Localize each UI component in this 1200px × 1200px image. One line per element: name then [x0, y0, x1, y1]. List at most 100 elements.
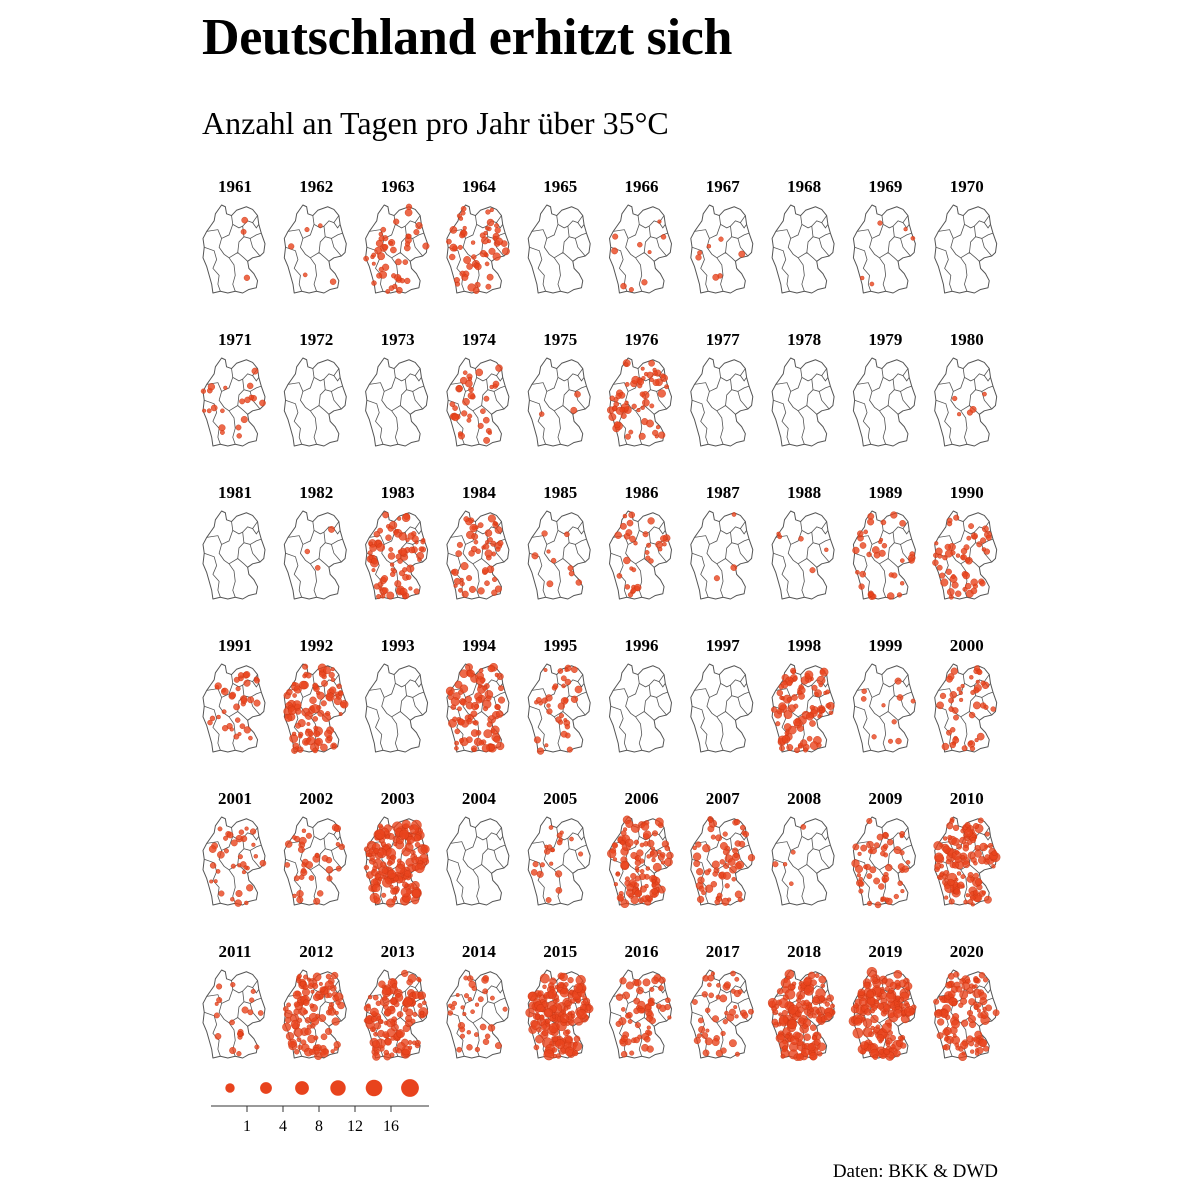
- map-panel-1964: 1964: [446, 177, 510, 294]
- heat-dot: [851, 859, 860, 868]
- heat-dot: [904, 1002, 911, 1009]
- heat-dot: [325, 866, 334, 874]
- heat-dot: [900, 581, 905, 586]
- heat-dot: [958, 1002, 964, 1008]
- state-border: [900, 391, 911, 410]
- heat-dot: [241, 869, 247, 875]
- heat-dot: [484, 690, 494, 699]
- heat-dot: [319, 1048, 329, 1058]
- heat-dot: [496, 741, 505, 751]
- legend-dot: [225, 1083, 235, 1093]
- state-border: [448, 246, 465, 292]
- heat-dot: [396, 1029, 405, 1039]
- heat-dot: [401, 969, 409, 978]
- heat-dot: [979, 842, 988, 852]
- heat-dot: [466, 263, 473, 270]
- heat-dot: [451, 568, 459, 576]
- heat-dot: [389, 997, 398, 1005]
- heat-dot: [628, 511, 636, 519]
- state-border: [737, 544, 749, 563]
- heat-dot: [786, 744, 794, 751]
- state-border: [310, 563, 317, 598]
- heat-dot: [723, 862, 730, 869]
- state-border: [892, 827, 909, 849]
- map-panel-1987: 1987: [690, 483, 754, 600]
- heat-dot: [557, 981, 564, 989]
- state-border: [737, 238, 749, 257]
- heat-dot: [771, 1018, 779, 1026]
- state-border: [610, 858, 628, 904]
- state-border: [725, 691, 750, 712]
- state-border: [310, 257, 317, 292]
- heat-dot: [400, 887, 411, 898]
- heat-dot: [493, 735, 501, 743]
- heat-dot: [555, 1039, 565, 1050]
- heat-dot: [779, 745, 785, 752]
- heat-dot: [866, 873, 873, 879]
- heat-dot: [701, 1032, 709, 1039]
- heat-dot: [309, 696, 317, 704]
- heat-dot: [855, 570, 860, 575]
- state-border: [333, 834, 341, 841]
- state-border: [857, 229, 880, 259]
- heat-dot: [299, 874, 305, 880]
- state-border: [635, 563, 643, 598]
- state-border: [973, 215, 990, 237]
- heat-dot: [797, 1006, 804, 1014]
- heat-dot: [371, 568, 376, 573]
- heat-dot: [447, 1010, 453, 1016]
- heat-dot: [718, 236, 724, 242]
- state-border: [718, 674, 731, 688]
- heat-dot: [956, 412, 962, 417]
- heat-dot: [398, 532, 407, 541]
- year-label: 1986: [625, 483, 659, 502]
- heat-dot: [214, 1001, 219, 1006]
- heat-dot: [330, 1049, 335, 1054]
- heat-dot: [234, 717, 241, 723]
- heat-dot: [564, 678, 572, 686]
- heat-dot: [486, 273, 494, 281]
- heat-dot: [646, 1025, 651, 1030]
- state-border: [529, 246, 546, 292]
- heat-dot: [384, 1008, 392, 1016]
- state-border: [871, 683, 884, 698]
- heat-dot: [363, 846, 370, 853]
- heat-dot: [956, 843, 962, 850]
- heat-dot: [963, 544, 970, 551]
- year-label: 1963: [381, 177, 415, 196]
- heat-dot: [968, 711, 976, 719]
- heat-dot: [991, 864, 996, 869]
- state-border: [725, 538, 750, 559]
- heat-dot: [967, 872, 974, 878]
- heat-dot: [957, 881, 965, 889]
- state-border: [881, 215, 894, 229]
- heat-dot: [482, 1038, 490, 1046]
- map-panel-1991: 1991: [202, 636, 266, 753]
- heat-dot: [320, 700, 327, 707]
- heat-dot: [292, 681, 297, 687]
- map-panel-2009: 2009: [851, 789, 916, 909]
- state-border: [567, 215, 584, 237]
- heat-dot: [475, 696, 483, 704]
- heat-dot: [716, 983, 721, 988]
- heat-dot: [236, 1051, 242, 1057]
- state-border: [404, 674, 421, 696]
- heat-dot: [620, 899, 630, 908]
- heat-dot: [457, 244, 463, 250]
- heat-dot: [723, 871, 732, 880]
- state-border: [797, 410, 805, 445]
- state-border: [486, 368, 502, 390]
- heat-dot: [379, 270, 387, 279]
- heat-dot: [978, 972, 986, 979]
- state-border: [635, 252, 655, 262]
- state-border: [472, 1017, 492, 1027]
- heat-dot: [695, 841, 702, 848]
- heat-dot: [253, 854, 259, 859]
- heat-dot: [223, 848, 229, 854]
- heat-dot: [372, 994, 379, 1001]
- state-border: [465, 224, 478, 239]
- heat-dot: [938, 995, 943, 1000]
- heat-dot: [705, 1007, 711, 1013]
- heat-dot: [798, 994, 803, 1000]
- heat-dot: [243, 865, 248, 870]
